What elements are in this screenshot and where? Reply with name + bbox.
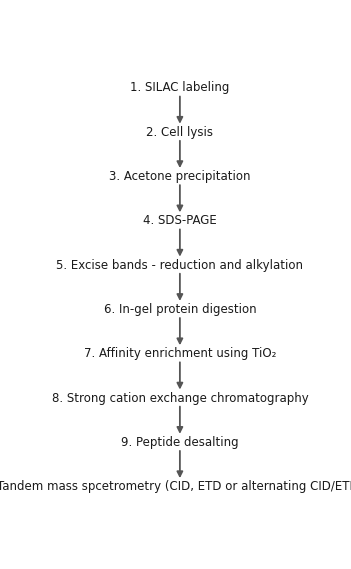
Text: 3. Acetone precipitation: 3. Acetone precipitation bbox=[109, 170, 251, 183]
Text: 5. Excise bands - reduction and alkylation: 5. Excise bands - reduction and alkylati… bbox=[57, 259, 303, 271]
Text: 2. Cell lysis: 2. Cell lysis bbox=[146, 126, 213, 139]
Text: 9. Peptide desalting: 9. Peptide desalting bbox=[121, 436, 239, 449]
Text: 4. SDS-PAGE: 4. SDS-PAGE bbox=[143, 215, 217, 228]
Text: Tandem mass spcetrometry (CID, ETD or alternating CID/ETD): Tandem mass spcetrometry (CID, ETD or al… bbox=[0, 480, 351, 493]
Text: 1. SILAC labeling: 1. SILAC labeling bbox=[130, 81, 230, 94]
Text: 6. In-gel protein digestion: 6. In-gel protein digestion bbox=[104, 303, 256, 316]
Text: 7. Affinity enrichment using TiO₂: 7. Affinity enrichment using TiO₂ bbox=[84, 347, 276, 360]
Text: 8. Strong cation exchange chromatography: 8. Strong cation exchange chromatography bbox=[52, 391, 308, 405]
